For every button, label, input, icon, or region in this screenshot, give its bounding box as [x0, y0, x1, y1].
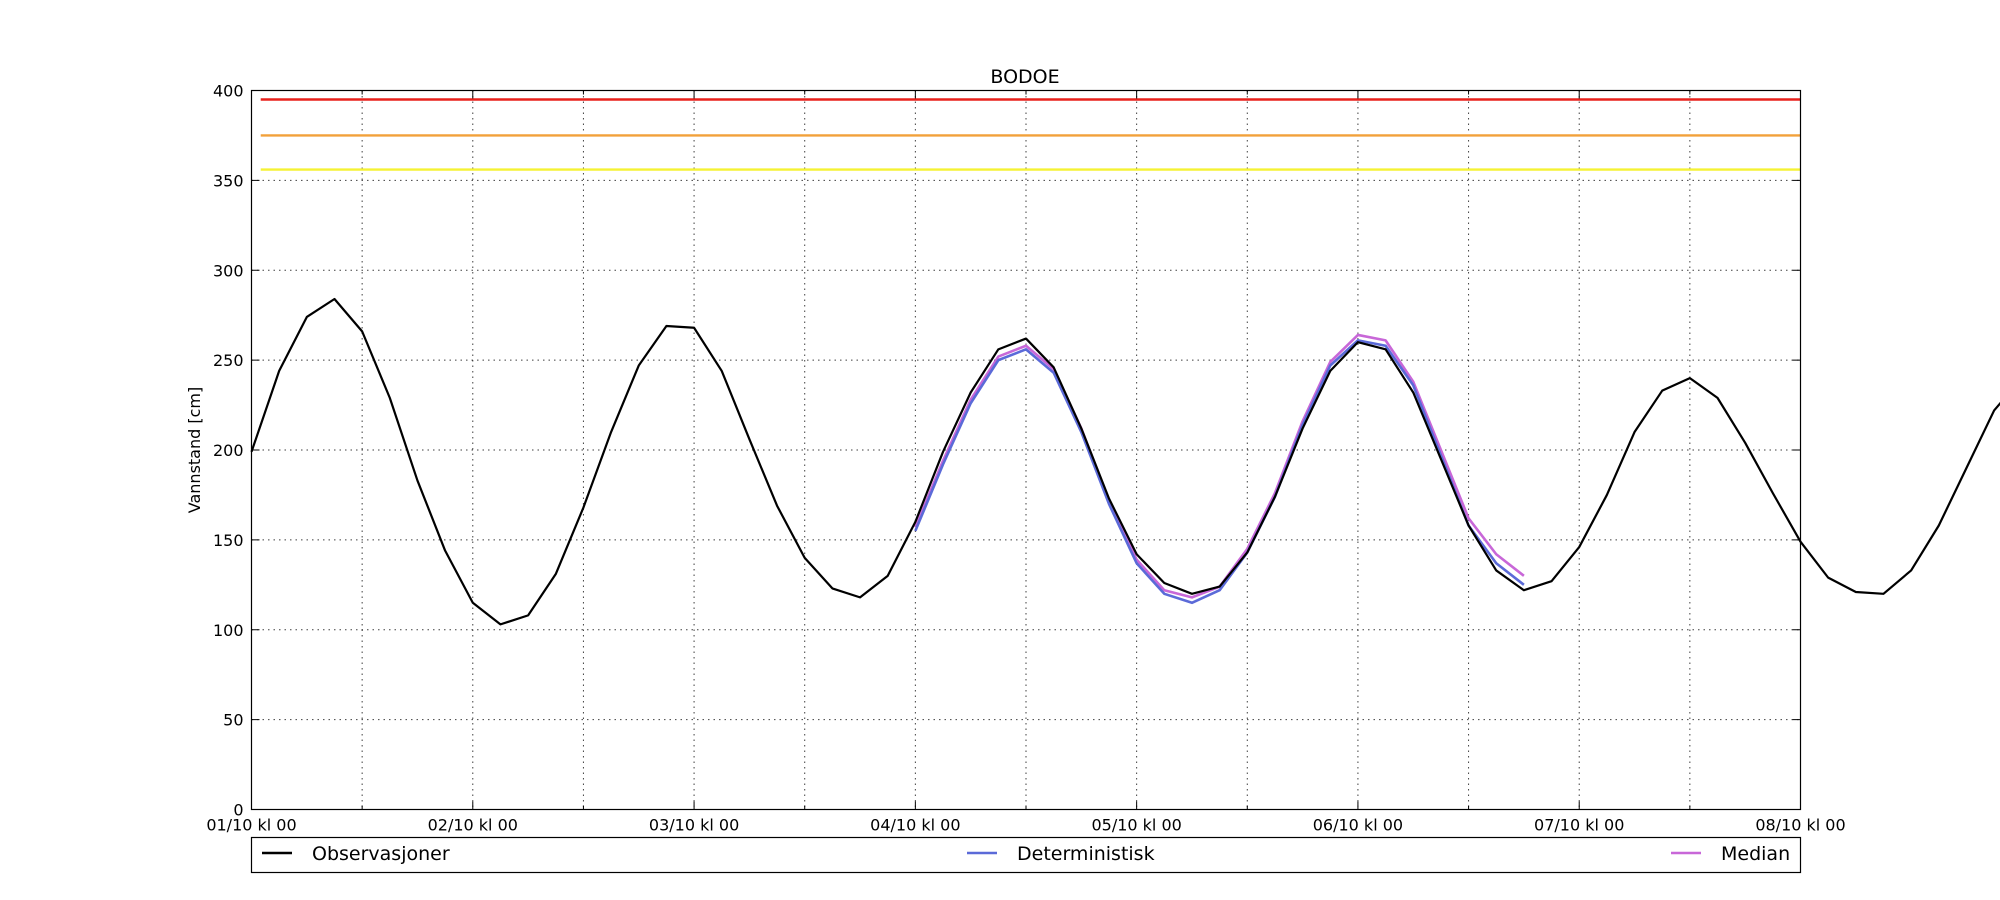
series-lines [250, 297, 2000, 626]
grid [251, 90, 1801, 810]
y-tick-label: 0 [233, 801, 243, 820]
x-tick-label: 07/10 kl 00 [1534, 816, 1624, 835]
x-tick-label: 04/10 kl 00 [870, 816, 960, 835]
x-tick-label: 01/10 kl 00 [206, 816, 296, 835]
y-tick-label: 150 [213, 531, 244, 550]
x-tick-label: 03/10 kl 00 [649, 816, 739, 835]
y-axis-title: Vannstand [cm] [185, 387, 204, 513]
series-line-deterministisk [914, 339, 1525, 605]
legend: Observasjoner Deterministisk Median [250, 836, 1802, 874]
y-tick-label: 300 [213, 261, 244, 280]
legend-label-median: Median [1721, 843, 1790, 865]
y-tick-label: 400 [213, 82, 244, 101]
x-tick-label: 06/10 kl 00 [1313, 816, 1403, 835]
legend-label-deterministisk: Deterministisk [1017, 843, 1155, 865]
y-tick-label: 50 [223, 711, 243, 730]
x-tick-label: 05/10 kl 00 [1091, 816, 1181, 835]
y-tick-label: 250 [213, 351, 244, 370]
y-tick-label: 100 [213, 621, 244, 640]
y-tick-label: 200 [213, 441, 244, 460]
x-tick-label: 08/10 kl 00 [1755, 816, 1845, 835]
legend-frame [250, 836, 1802, 874]
axis-ticks: 01/10 kl 00 02/10 kl 00 03/10 kl 00 04/10 k… [206, 82, 1845, 835]
y-tick-label: 350 [213, 171, 244, 190]
series-line-median [914, 333, 1525, 599]
legend-label-observasjoner: Observasjoner [312, 843, 450, 865]
threshold-lines [260, 98, 1801, 171]
x-tick-label: 02/10 kl 00 [428, 816, 518, 835]
chart-title: BODOE [990, 66, 1059, 88]
series-line-observasjoner [250, 297, 2000, 626]
